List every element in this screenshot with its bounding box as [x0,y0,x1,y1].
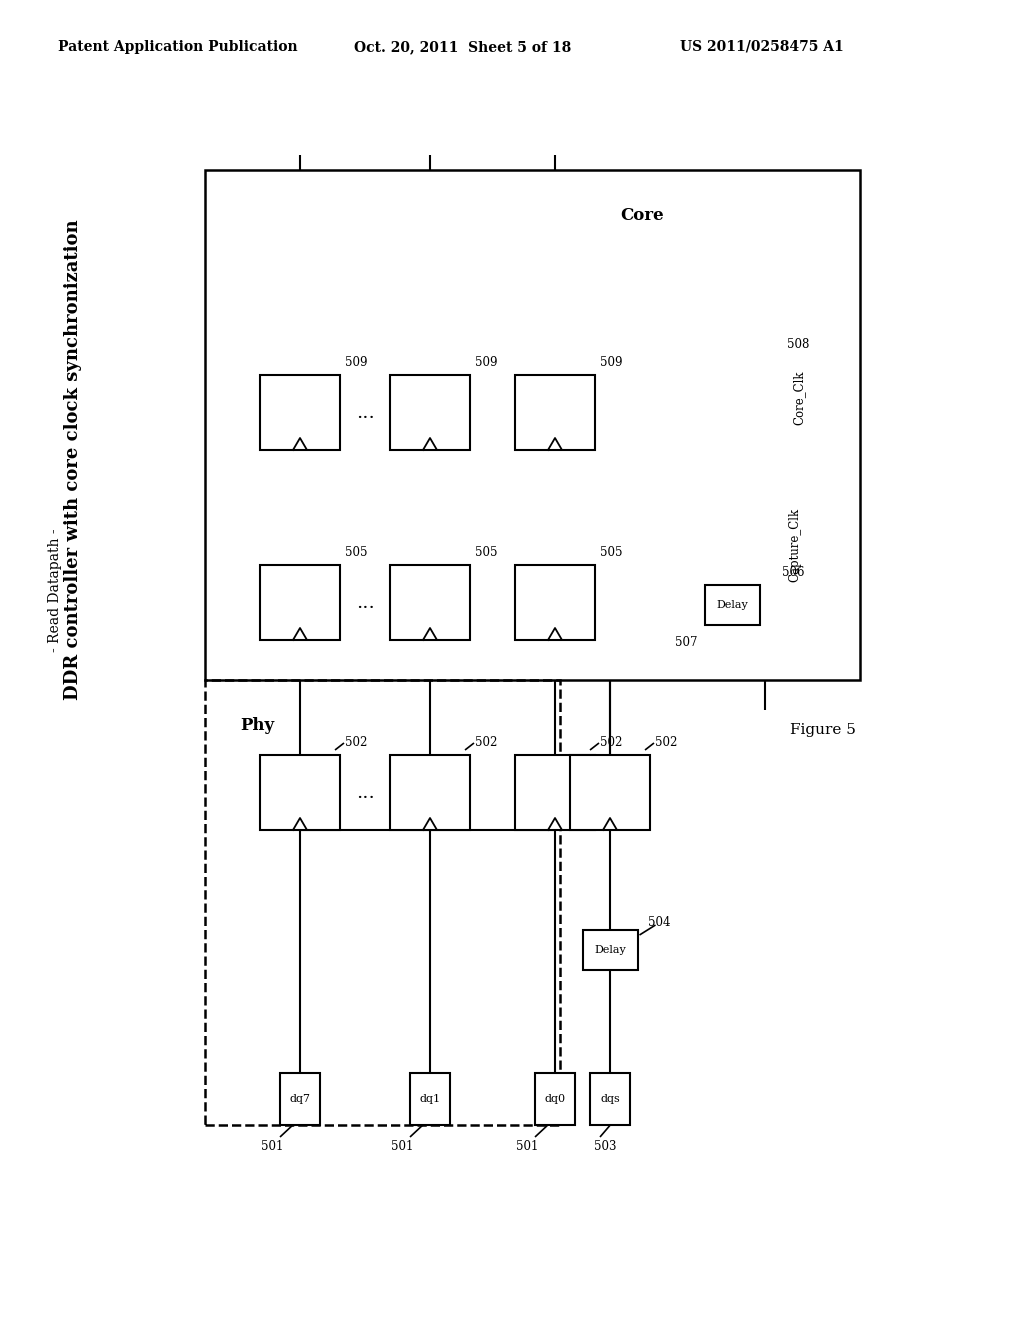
Text: Patent Application Publication: Patent Application Publication [58,40,298,54]
Text: 507: 507 [675,636,697,649]
Text: Oct. 20, 2011  Sheet 5 of 18: Oct. 20, 2011 Sheet 5 of 18 [354,40,571,54]
Text: dq7: dq7 [290,1094,310,1104]
Text: 509: 509 [345,356,368,370]
Text: Figure 5: Figure 5 [790,723,856,737]
Text: Core_Clk: Core_Clk [793,371,806,425]
Bar [515,755,595,830]
Bar [705,585,760,624]
Bar [260,565,340,640]
Bar [583,931,638,970]
Text: ...: ... [355,594,375,611]
Text: dq0: dq0 [545,1094,565,1104]
Text: 501: 501 [261,1140,284,1154]
Text: 502: 502 [655,737,677,750]
Text: 502: 502 [600,737,623,750]
Text: Delay: Delay [717,601,749,610]
Bar [390,375,470,450]
Bar [205,680,560,1125]
Text: 502: 502 [475,737,498,750]
Text: 506: 506 [782,566,805,579]
Text: 504: 504 [648,916,671,928]
Text: dq1: dq1 [420,1094,440,1104]
Bar [280,1073,319,1125]
Text: DDR controller with core clock synchronization: DDR controller with core clock synchroni… [63,219,82,701]
Text: 503: 503 [594,1140,616,1154]
Text: 509: 509 [475,356,498,370]
Text: Core: Core [620,206,664,223]
Bar [260,755,340,830]
Bar [410,1073,450,1125]
Text: 502: 502 [345,737,368,750]
Text: dqs: dqs [600,1094,620,1104]
Bar [205,170,860,680]
Text: 505: 505 [600,546,623,560]
Text: - Read Datapath -: - Read Datapath - [48,528,62,652]
Bar [390,755,470,830]
Bar [590,1073,630,1125]
Text: 501: 501 [516,1140,539,1154]
Text: 508: 508 [787,338,809,351]
Text: Delay: Delay [594,945,626,954]
Bar [570,755,650,830]
Text: 505: 505 [345,546,368,560]
Bar [390,565,470,640]
Text: ...: ... [355,404,375,421]
Text: US 2011/0258475 A1: US 2011/0258475 A1 [680,40,844,54]
Text: Phy: Phy [240,717,274,734]
Bar [535,1073,575,1125]
Text: 501: 501 [391,1140,414,1154]
Bar [515,375,595,450]
Text: 505: 505 [475,546,498,560]
Bar [260,375,340,450]
Text: 509: 509 [600,356,623,370]
Bar [515,565,595,640]
Text: ...: ... [355,784,375,801]
Text: Capture_Clk: Capture_Clk [788,508,801,582]
